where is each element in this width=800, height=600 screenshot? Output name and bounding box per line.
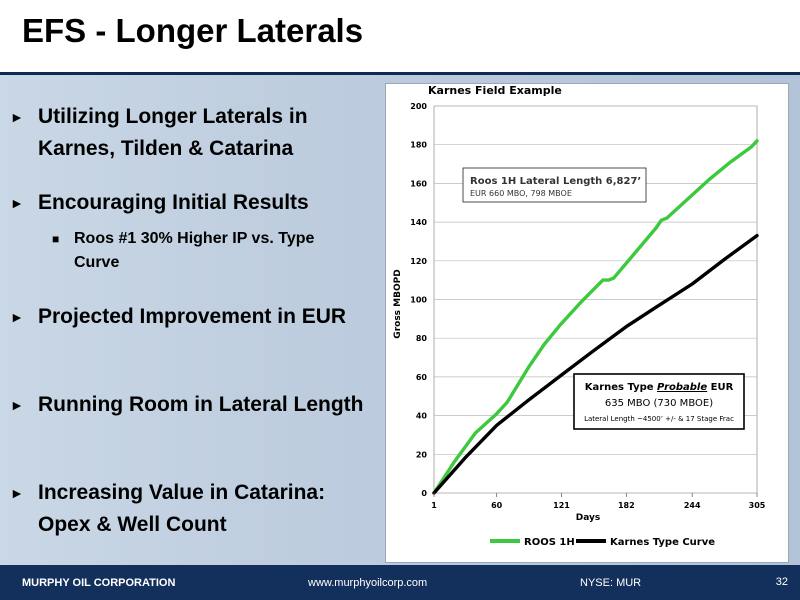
roos-annotation-box bbox=[462, 167, 647, 203]
title-bar: EFS - Longer Laterals bbox=[0, 0, 800, 75]
y-tick-label: 120 bbox=[410, 257, 427, 266]
chart-legend: ROOS 1H Karnes Type Curve bbox=[490, 537, 715, 548]
series-line-roos bbox=[432, 139, 759, 495]
y-tick-label: 180 bbox=[410, 141, 427, 150]
bullet-text: Increasing Value in Catarina: Opex & Wel… bbox=[38, 481, 326, 536]
production-chart: Karnes Field Example Gross MBOPD Days 0 2… bbox=[393, 84, 766, 548]
roos-annotation: Roos 1H Lateral Length 6,827’ EUR 660 MB… bbox=[462, 167, 647, 203]
bullet-arrow-icon: ► bbox=[10, 109, 24, 125]
footer-url: www.murphyoilcorp.com bbox=[308, 577, 428, 589]
karnes-annotation: Karnes Type Probable EUR 635 MBO (730 MB… bbox=[573, 373, 745, 430]
y-tick-label: 60 bbox=[416, 373, 428, 382]
karnes-annotation-box bbox=[573, 373, 745, 430]
title-divider bbox=[0, 72, 800, 75]
karnes-annotation-line2: 635 MBO (730 MBOE) bbox=[605, 398, 713, 409]
grid-layer bbox=[433, 105, 758, 494]
sub-bullet-text: Roos #1 30% Higher IP vs. Type Curve bbox=[74, 230, 315, 271]
series-layer bbox=[432, 139, 759, 495]
y-tick-label: 200 bbox=[410, 102, 427, 111]
footer-company: MURPHY OIL CORPORATION bbox=[22, 577, 176, 589]
roos-annotation-line2: EUR 660 MBO, 798 MBOE bbox=[470, 189, 572, 198]
slide-content: ► Utilizing Longer Laterals in Karnes, T… bbox=[0, 75, 800, 565]
bullet-arrow-icon: ► bbox=[10, 397, 24, 413]
bullet-text: Encouraging Initial Results bbox=[38, 191, 309, 214]
chart-panel: Karnes Field Example Gross MBOPD Days 0 2… bbox=[385, 83, 789, 563]
footer-ticker: NYSE: MUR bbox=[580, 577, 642, 589]
x-tick-label: 244 bbox=[684, 501, 701, 510]
y-tick-label: 160 bbox=[410, 179, 427, 188]
karnes-annotation-line3: Lateral Length ~4500’ +/- & 17 Stage Fra… bbox=[584, 415, 734, 423]
bullet-arrow-icon: ► bbox=[10, 485, 24, 501]
square-bullet-icon: ■ bbox=[52, 232, 60, 246]
x-tick-label: 121 bbox=[553, 501, 570, 510]
bullet-text: Projected Improvement in EUR bbox=[38, 305, 347, 328]
x-tick-label: 182 bbox=[618, 501, 635, 510]
footer-bar: MURPHY OIL CORPORATION www.murphyoilcorp… bbox=[0, 565, 800, 600]
x-tick-label: 60 bbox=[491, 501, 503, 510]
y-tick-label: 20 bbox=[416, 450, 428, 459]
bullet-arrow-icon: ► bbox=[10, 195, 24, 211]
page-number: 32 bbox=[775, 576, 788, 588]
x-tick-label: 305 bbox=[749, 501, 766, 510]
x-axis-label: Days bbox=[576, 513, 601, 523]
karnes-annotation-line1: Karnes Type Probable EUR bbox=[585, 382, 734, 393]
bullet-text: Utilizing Longer Laterals in Karnes, Til… bbox=[38, 105, 308, 160]
y-tick-label: 100 bbox=[410, 296, 427, 305]
chart-title: Karnes Field Example bbox=[428, 84, 562, 97]
y-tick-label: 80 bbox=[416, 334, 428, 343]
slide-title: EFS - Longer Laterals bbox=[22, 12, 364, 49]
series-line-karnes bbox=[432, 233, 759, 495]
bullet-arrow-icon: ► bbox=[10, 309, 24, 325]
legend-label-karnes: Karnes Type Curve bbox=[610, 537, 715, 548]
x-tick-label: 1 bbox=[431, 501, 437, 510]
y-tick-label: 0 bbox=[421, 489, 427, 498]
roos-annotation-line1: Roos 1H Lateral Length 6,827’ bbox=[470, 176, 641, 187]
y-axis-label: Gross MBOPD bbox=[393, 269, 403, 338]
y-tick-label: 140 bbox=[410, 218, 427, 227]
bullet-text: Running Room in Lateral Length bbox=[38, 393, 364, 416]
y-tick-label: 40 bbox=[416, 412, 428, 421]
legend-label-roos: ROOS 1H bbox=[524, 537, 575, 548]
